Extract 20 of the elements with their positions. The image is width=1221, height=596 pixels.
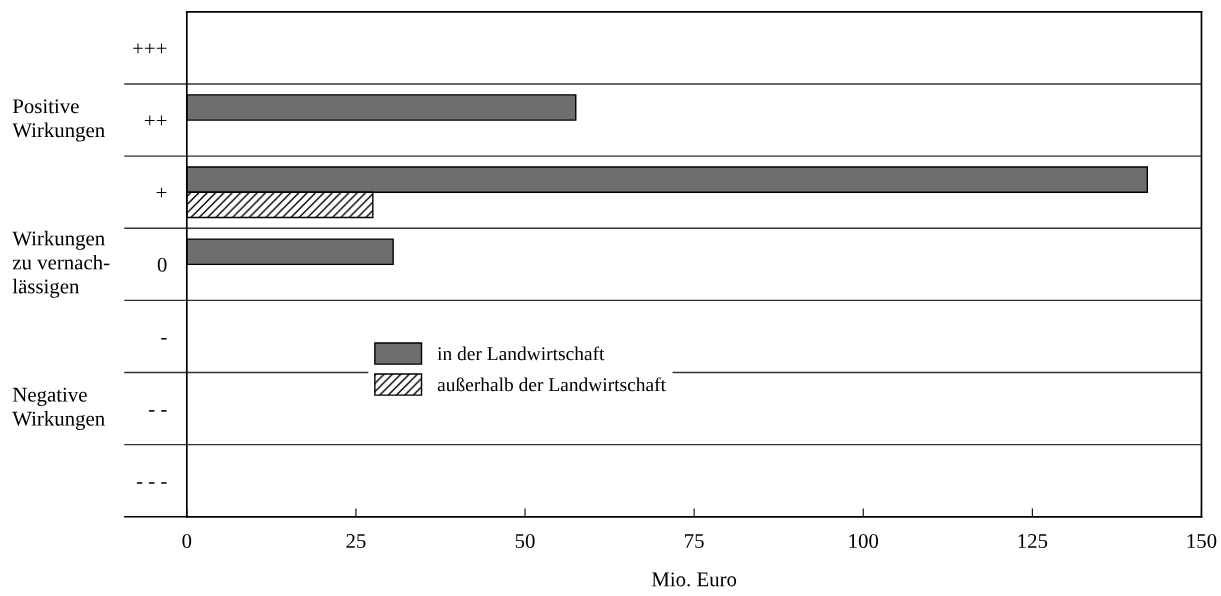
- x-axis-title: Mio. Euro: [651, 572, 737, 587]
- text: Wirkungen zu vernach- lässigen: [12, 230, 110, 298]
- text: Positive Wirkungen: [12, 99, 105, 142]
- text: Negative Wirkungen: [12, 387, 105, 431]
- x-tick-label: 50: [515, 534, 535, 549]
- x-tick-label: 75: [685, 534, 704, 549]
- y-tick-label: - - -: [136, 482, 167, 484]
- x-tick-label: 25: [346, 534, 366, 549]
- y-tick-label: +: [156, 187, 167, 198]
- x-tick-label: 125: [1018, 534, 1048, 549]
- y-tick-label: - -: [149, 410, 167, 412]
- x-tick-label: 0: [182, 534, 192, 549]
- legend-label: außerhalb der Landwirtschaft: [437, 377, 666, 392]
- y-tick-label: +++: [133, 43, 167, 54]
- y-tick-label: -: [161, 337, 167, 340]
- x-tick-label: 150: [1187, 534, 1217, 549]
- x-tick-label: 100: [849, 534, 879, 549]
- y-tick-label: ++: [144, 115, 167, 126]
- y-tick-label: 0: [157, 257, 167, 272]
- legend-label: in der Landwirtschaft: [437, 346, 605, 361]
